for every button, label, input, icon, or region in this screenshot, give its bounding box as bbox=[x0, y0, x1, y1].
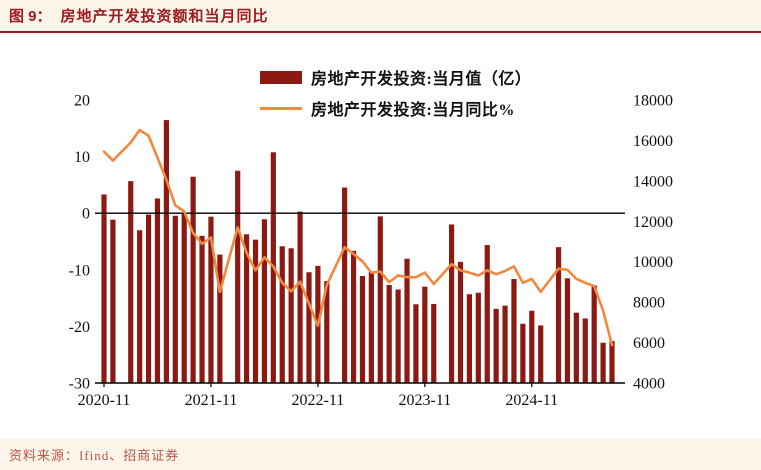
line-series-label: 房地产开发投资:当月同比% bbox=[311, 102, 515, 119]
bar-2022-02 bbox=[235, 170, 241, 383]
bar-2023-06 bbox=[377, 216, 383, 383]
x-axis-tick: 2024-11 bbox=[505, 392, 558, 409]
combo-chart-svg: 20 10 0 -10 -20 -30 18000 16000 14000 12000 10000 8… bbox=[69, 93, 673, 410]
left-axis-tick: -20 bbox=[69, 319, 90, 336]
x-axis-tick: 2023-11 bbox=[398, 392, 451, 409]
bar-2022-12 bbox=[324, 281, 330, 383]
bar-2024-02 bbox=[448, 224, 455, 383]
right-axis-tick: 18000 bbox=[633, 93, 673, 110]
chart-legend: 房地产开发投资:当月值（亿） 房地产开发投资:当月同比% bbox=[260, 65, 531, 120]
bar-2024-11 bbox=[529, 310, 535, 383]
bar-2025-04 bbox=[573, 312, 579, 383]
figure-footer: 资料来源：Ifind、招商证券 bbox=[0, 439, 761, 470]
bar-2021-09 bbox=[190, 176, 196, 383]
bar-2024-07 bbox=[493, 308, 499, 383]
bar-2023-08 bbox=[395, 289, 401, 383]
bar-2021-08 bbox=[181, 213, 187, 383]
bar-2022-04 bbox=[252, 239, 259, 383]
bar-2022-07 bbox=[279, 246, 285, 383]
bar-2024-12 bbox=[538, 325, 544, 383]
right-axis-tick: 8000 bbox=[633, 295, 665, 312]
bar-2025-05 bbox=[582, 318, 588, 383]
bar-2022-05 bbox=[261, 219, 268, 383]
bar-2021-03 bbox=[137, 230, 143, 383]
bar-2021-11 bbox=[208, 216, 214, 383]
bar-2021-07 bbox=[172, 215, 178, 383]
chart-area: 20 10 0 -10 -20 -30 18000 16000 14000 12000 10000 8… bbox=[0, 35, 761, 435]
bar-2021-02 bbox=[128, 181, 134, 383]
bar-2023-09 bbox=[404, 258, 410, 383]
right-axis-tick: 10000 bbox=[633, 254, 673, 271]
bar-2023-02 bbox=[342, 187, 348, 383]
bar-series-swatch bbox=[260, 70, 302, 84]
legend-item-line: 房地产开发投资:当月同比% bbox=[260, 96, 531, 120]
bar-2021-12 bbox=[217, 254, 223, 383]
legend-item-bar: 房地产开发投资:当月值（亿） bbox=[260, 65, 531, 89]
right-axis-tick: 16000 bbox=[633, 133, 673, 150]
x-axis-tick: 2022-11 bbox=[292, 392, 345, 409]
bar-2021-04 bbox=[145, 214, 152, 383]
left-axis-tick: 20 bbox=[74, 93, 90, 110]
bar-2025-03 bbox=[564, 278, 571, 383]
figure-number: 图 9： bbox=[9, 8, 52, 25]
left-axis-tick: 0 bbox=[82, 206, 90, 223]
bar-2025-02 bbox=[555, 247, 562, 383]
right-axis-tick: 6000 bbox=[633, 335, 665, 352]
right-axis-tick: 14000 bbox=[633, 173, 673, 190]
bar-2024-06 bbox=[484, 245, 490, 383]
bar-2021-05 bbox=[154, 198, 161, 383]
bar-2024-09 bbox=[511, 279, 517, 383]
bar-2021-10 bbox=[199, 235, 205, 383]
yoy-line bbox=[102, 128, 614, 347]
bar-2023-10 bbox=[413, 304, 419, 383]
bar-2020-12 bbox=[110, 219, 116, 383]
figure-header: 图 9： 房地产开发投资额和当月同比 bbox=[0, 0, 761, 33]
x-axis-tick: 2020-11 bbox=[78, 392, 131, 409]
right-axis-tick: 4000 bbox=[633, 376, 665, 393]
bar-2025-06 bbox=[591, 285, 597, 383]
bar-2025-07 bbox=[600, 342, 606, 383]
left-axis-tick: 10 bbox=[74, 149, 90, 166]
bar-2023-11 bbox=[422, 286, 428, 383]
right-axis-tick: 12000 bbox=[633, 214, 673, 231]
bar-2021-06 bbox=[163, 120, 169, 383]
bar-2022-03 bbox=[244, 234, 250, 383]
bar-2023-04 bbox=[359, 275, 366, 383]
left-axis-tick: -30 bbox=[69, 376, 90, 393]
line-series-swatch bbox=[260, 106, 302, 110]
bar-2020-11 bbox=[101, 194, 107, 383]
bar-2024-04 bbox=[466, 294, 472, 383]
figure-title: 房地产开发投资额和当月同比 bbox=[60, 8, 269, 25]
bar-2023-12 bbox=[431, 303, 437, 383]
left-axis-tick: -10 bbox=[69, 262, 90, 279]
bar-2024-10 bbox=[520, 323, 526, 383]
bar-2024-05 bbox=[475, 292, 481, 383]
data-source-text: 资料来源：Ifind、招商证券 bbox=[9, 448, 180, 463]
bar-2024-08 bbox=[502, 305, 508, 383]
bar-2024-03 bbox=[457, 261, 464, 383]
bar-2023-05 bbox=[368, 271, 374, 383]
bar-series-label: 房地产开发投资:当月值（亿） bbox=[311, 71, 532, 88]
bar-2023-03 bbox=[350, 250, 357, 383]
bar-2022-09 bbox=[297, 211, 303, 383]
bar-2025-08 bbox=[609, 341, 615, 383]
bar-2022-10 bbox=[306, 272, 312, 383]
bar-2022-08 bbox=[288, 248, 294, 383]
bar-2023-07 bbox=[386, 284, 392, 383]
x-axis-tick: 2021-11 bbox=[185, 392, 238, 409]
